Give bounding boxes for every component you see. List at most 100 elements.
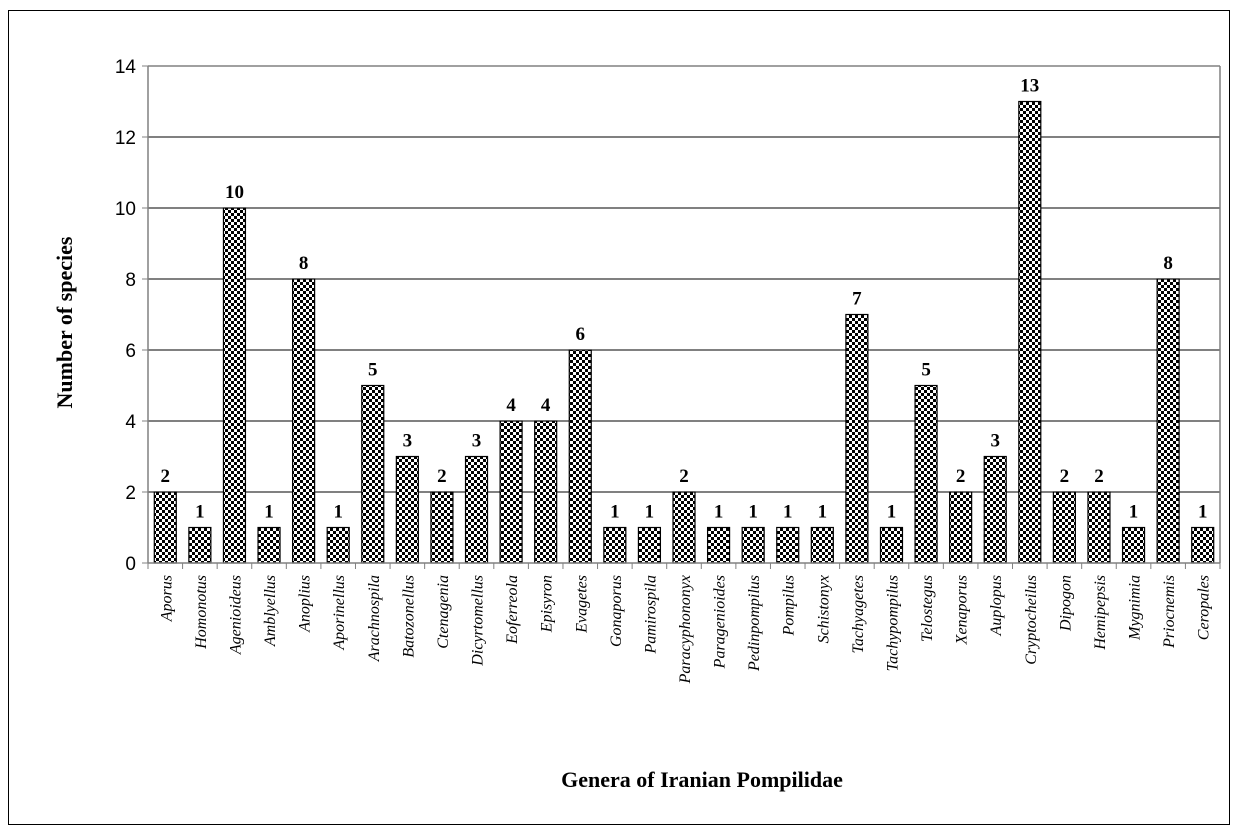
bar — [1052, 491, 1076, 564]
axes — [147, 65, 1221, 569]
data-label: 1 — [887, 502, 897, 523]
y-tick-labels: 0 2 4 6 8 10 12 14 — [115, 57, 137, 575]
category-label: Aporinellus — [331, 575, 348, 651]
category-label: Dipogon — [1057, 575, 1074, 632]
bar — [672, 491, 696, 564]
y-tick-label: 14 — [115, 57, 137, 78]
bar — [810, 526, 834, 564]
category-label: Tachypompilus — [884, 575, 901, 671]
data-label: 10 — [225, 182, 244, 203]
bar — [1018, 100, 1042, 564]
data-label: 1 — [1198, 502, 1208, 523]
category-label: Evagetes — [573, 575, 590, 634]
category-label: Ceropales — [1196, 575, 1213, 640]
bar — [499, 420, 523, 564]
bar — [153, 491, 177, 564]
category-label: Homonotus — [193, 575, 210, 650]
bar — [464, 455, 489, 564]
category-label: Paragenioides — [712, 575, 729, 669]
bar — [741, 526, 765, 564]
data-label: 1 — [195, 502, 205, 523]
category-label: Xenaporus — [954, 575, 971, 645]
category-label: Gonaporus — [608, 575, 625, 647]
data-label: 13 — [1020, 76, 1039, 97]
category-label: Dicyrtomellus — [470, 575, 487, 667]
bar — [395, 455, 419, 564]
data-label: 1 — [333, 502, 343, 523]
category-label: Schistonyx — [815, 575, 832, 643]
bar — [1087, 491, 1111, 564]
category-label: Pedinpompilus — [746, 575, 763, 672]
data-label: 6 — [576, 324, 586, 345]
category-label: Aporus — [158, 575, 175, 622]
data-label: 8 — [1163, 253, 1173, 274]
category-label: Arachnospila — [366, 575, 383, 662]
data-label: 1 — [714, 502, 724, 523]
category-label: Batozonellus — [400, 575, 417, 658]
data-label: 5 — [368, 360, 378, 381]
category-label: Paracyphononyx — [677, 575, 694, 684]
category-label: Mygnimia — [1127, 575, 1144, 641]
y-tick-label: 2 — [125, 483, 136, 504]
category-label: Telostegus — [919, 575, 936, 642]
bar — [983, 455, 1007, 564]
category-label: Eoferreola — [504, 575, 521, 645]
bar — [1191, 526, 1215, 564]
category-label: Pompilus — [781, 575, 798, 636]
bar — [1121, 526, 1146, 564]
data-label: 3 — [990, 431, 1000, 452]
y-tick-label: 4 — [125, 412, 136, 433]
category-label: Hemipepsis — [1092, 575, 1109, 651]
data-label: 1 — [264, 502, 274, 523]
data-label: 2 — [956, 466, 966, 487]
bar — [257, 526, 281, 564]
category-label: Pamirospila — [642, 575, 659, 655]
data-label: 1 — [818, 502, 828, 523]
category-label: Priocnemis — [1161, 575, 1178, 649]
data-label: 1 — [783, 502, 793, 523]
category-labels: Aporus Homonotus Agenioideus Amblyellus Anop… — [158, 575, 1212, 684]
y-axis-title: Number of species — [52, 236, 77, 408]
data-label: 8 — [299, 253, 309, 274]
bar — [292, 278, 316, 564]
bar — [222, 207, 247, 564]
data-label: 2 — [679, 466, 689, 487]
bars — [153, 100, 1215, 564]
data-label: 5 — [921, 360, 931, 381]
data-label: 1 — [610, 502, 620, 523]
y-tick-label: 12 — [115, 128, 136, 149]
data-label: 2 — [1060, 466, 1070, 487]
y-tick-label: 6 — [125, 341, 136, 362]
bar — [879, 526, 904, 564]
bar — [776, 526, 800, 564]
category-label: Episyron — [539, 575, 556, 633]
category-label: Cryptocheilus — [1023, 575, 1040, 665]
bar — [430, 491, 454, 564]
category-label: Ctenagenia — [435, 575, 452, 649]
category-label: Agenioideus — [227, 575, 244, 655]
bar — [914, 384, 938, 564]
data-label: 1 — [1129, 502, 1139, 523]
x-axis-title: Genera of Iranian Pompilidae — [561, 767, 843, 792]
bar — [845, 313, 869, 564]
y-tick-label: 10 — [115, 199, 136, 220]
y-tick-label: 8 — [125, 270, 136, 291]
y-tick-label: 0 — [125, 554, 136, 575]
bar — [326, 526, 350, 564]
data-label: 2 — [1094, 466, 1104, 487]
bar — [637, 526, 662, 564]
data-label: 4 — [541, 395, 551, 416]
data-label: 2 — [437, 466, 447, 487]
data-label: 1 — [748, 502, 758, 523]
data-label: 1 — [645, 502, 655, 523]
category-label: Auplopus — [988, 575, 1005, 636]
category-label: Tachyagetes — [850, 575, 867, 654]
data-label: 7 — [852, 289, 862, 310]
bar — [568, 349, 592, 564]
data-label: 2 — [161, 466, 171, 487]
category-label: Amblyellus — [262, 575, 279, 647]
data-label: 4 — [506, 395, 516, 416]
bar — [1156, 278, 1180, 564]
